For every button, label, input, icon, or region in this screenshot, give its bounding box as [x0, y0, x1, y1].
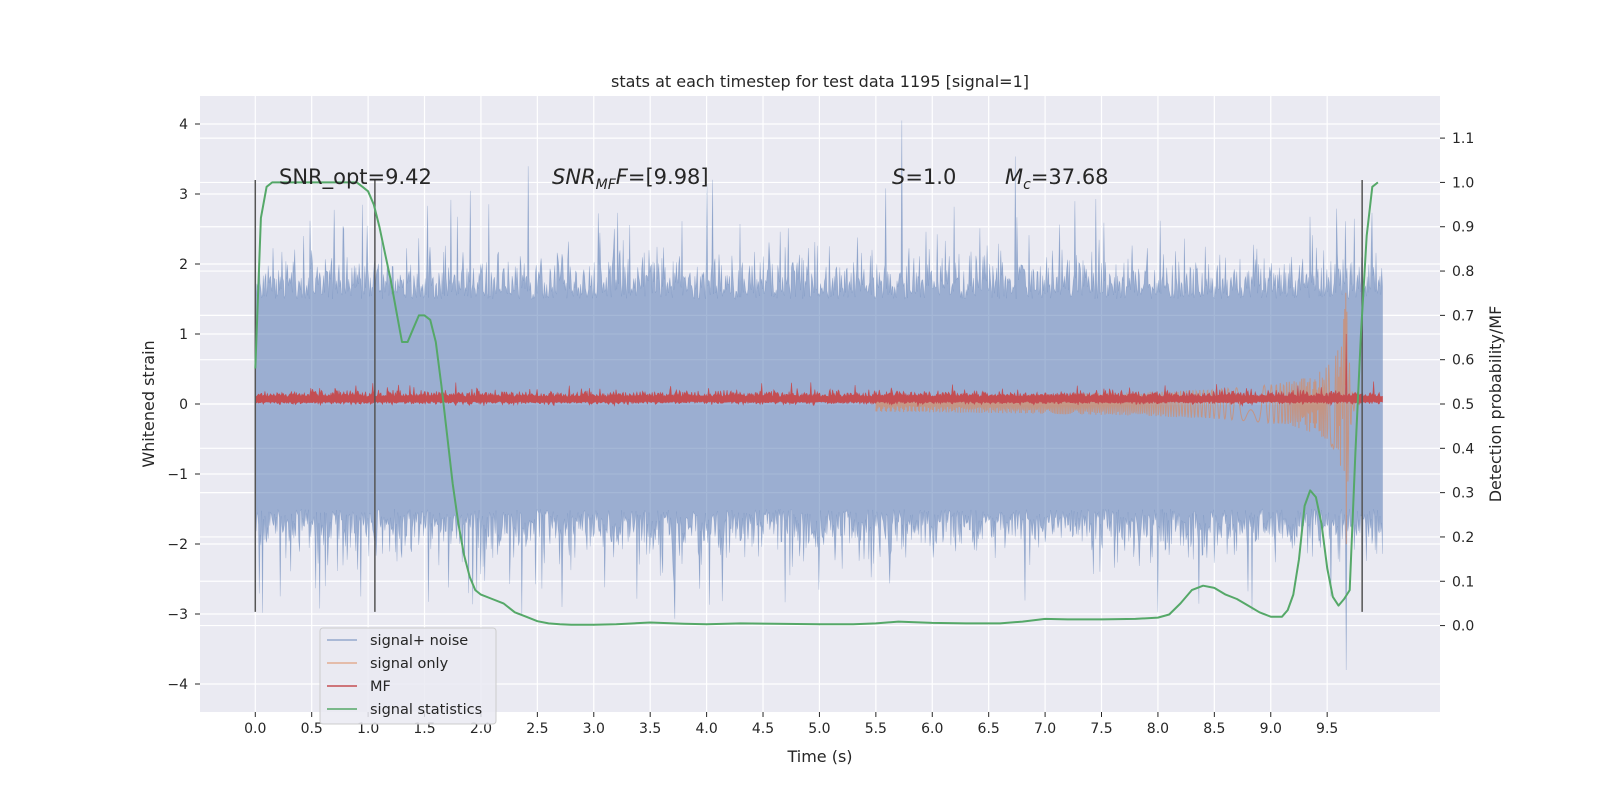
x-tick-label: 3.5	[639, 721, 661, 737]
x-tick-label: 0.0	[244, 721, 266, 737]
x-tick-label: 2.5	[526, 721, 548, 737]
x-tick-label: 8.5	[1203, 721, 1225, 737]
legend-item-mf: MF	[327, 679, 391, 695]
legend-label: signal only	[370, 656, 449, 672]
x-tick-label: 5.0	[808, 721, 830, 737]
annotation-snr-opt: SNR_opt=9.42	[279, 165, 432, 190]
y-tick-label-left: −3	[167, 607, 188, 623]
y-tick-label-left: 0	[179, 397, 188, 413]
legend-box	[319, 627, 497, 725]
annotation-mc: Mc=37.68	[1005, 165, 1109, 193]
x-tick-label: 4.0	[695, 721, 717, 737]
legend-item-signal-statistics: signal statistics	[327, 702, 482, 718]
right-y-axis-label: Detection probability/MF	[1486, 306, 1505, 503]
y-tick-label-right: 0.9	[1452, 220, 1474, 236]
x-tick-label: 6.5	[978, 721, 1000, 737]
x-axis-label: Time (s)	[786, 747, 852, 766]
y-tick-label-right: 0.5	[1452, 397, 1474, 413]
y-tick-label-right: 0.6	[1452, 353, 1474, 369]
y-tick-label-left: 4	[179, 117, 188, 133]
y-tick-label-right: 0.3	[1452, 486, 1474, 502]
x-tick-label: 9.0	[1260, 721, 1282, 737]
y-tick-label-left: 2	[179, 257, 188, 273]
x-tick-label: 7.5	[1090, 721, 1112, 737]
x-tick-label: 9.5	[1316, 721, 1338, 737]
legend-label: signal statistics	[370, 702, 482, 718]
series-layer	[255, 120, 1383, 671]
x-tick-label: 1.0	[357, 721, 379, 737]
x-tick-label: 3.0	[583, 721, 605, 737]
legend-item-signal-noise: signal+ noise	[327, 633, 468, 649]
x-tick-label: 5.5	[865, 721, 887, 737]
y-tick-label-right: 1.1	[1452, 131, 1474, 147]
y-tick-label-left: 3	[179, 187, 188, 203]
x-tick-label: 0.5	[301, 721, 323, 737]
legend-item-signal-only: signal only	[327, 656, 449, 672]
y-tick-label-left: −2	[167, 537, 188, 553]
left-y-axis-label: Whitened strain	[139, 340, 158, 467]
y-tick-label-right: 0.1	[1452, 574, 1474, 590]
y-tick-label-left: 1	[179, 327, 188, 343]
left-y-axis-ticks: 4 3 2 1 0 −1 −2 −3 −4	[167, 117, 200, 693]
x-tick-label: 4.5	[752, 721, 774, 737]
x-tick-label: 8.0	[1147, 721, 1169, 737]
series-mf	[255, 333, 1383, 407]
vertical-markers	[254, 180, 1363, 612]
legend-label: signal+ noise	[370, 633, 468, 649]
y-tick-label-left: −4	[167, 677, 188, 693]
signal-statistics-layer	[254, 181, 1379, 626]
y-tick-label-right: 0.8	[1452, 264, 1474, 280]
y-tick-label-left: −1	[167, 467, 188, 483]
x-tick-label: 7.0	[1034, 721, 1056, 737]
annotation-s: S=1.0	[892, 165, 956, 189]
legend-label: MF	[370, 679, 391, 695]
y-tick-label-right: 0.0	[1452, 619, 1474, 635]
y-tick-label-right: 0.4	[1452, 441, 1474, 457]
right-y-axis-ticks: 1.1 1.0 0.9 0.8 0.7 0.6 0.5 0.4 0.3 0.2 0.1 0.0	[1440, 131, 1474, 635]
y-tick-label-right: 1.0	[1452, 175, 1474, 191]
y-tick-label-right: 0.2	[1452, 530, 1474, 546]
chart-title: stats at each timestep for test data 119…	[611, 72, 1029, 91]
x-axis-ticks: 0.0 0.5 1.0 1.5 2.0 2.5 3.0 3.5 4.0 4.5 5.0 5.5 6.0 6…	[244, 712, 1338, 737]
y-tick-label-right: 0.7	[1452, 308, 1474, 324]
x-tick-label: 2.0	[470, 721, 492, 737]
x-tick-label: 1.5	[413, 721, 435, 737]
legend: signal+ noise signal only MF signal stat…	[319, 627, 497, 725]
annotations: SNR_opt=9.42 SNRMFF=[9.98] S=1.0 Mc=37.6…	[279, 165, 1109, 193]
annotation-snr-mf: SNRMFF=[9.98]	[552, 165, 709, 193]
x-tick-label: 6.0	[921, 721, 943, 737]
series-signal-statistics	[254, 181, 1379, 626]
